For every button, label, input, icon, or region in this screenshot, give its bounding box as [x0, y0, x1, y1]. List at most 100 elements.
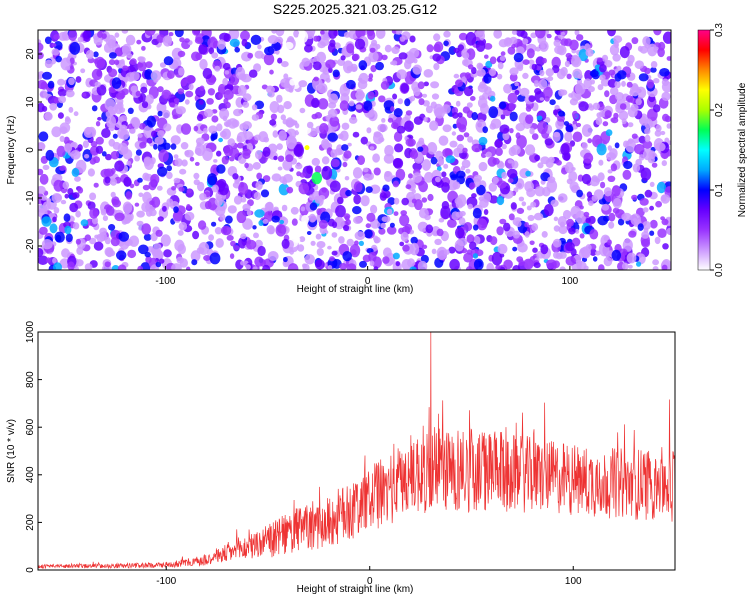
heatmap-cell: [534, 186, 545, 197]
heatmap-cell: [604, 110, 612, 119]
heatmap-cell: [93, 182, 99, 188]
heatmap-cell: [206, 98, 214, 105]
heatmap-cell: [135, 90, 141, 97]
heatmap-cell: [343, 31, 351, 38]
heatmap-cell: [597, 172, 605, 182]
heatmap-cell: [173, 98, 180, 103]
heatmap-cell: [452, 123, 458, 129]
heatmap-cell: [277, 57, 283, 64]
heatmap-cell: [534, 154, 541, 162]
heatmap-cell: [134, 155, 141, 162]
heatmap-cell: [436, 228, 444, 237]
heatmap-cell: [84, 263, 93, 270]
heatmap-cell: [576, 34, 584, 41]
heatmap-cell: [660, 194, 671, 204]
heatmap-cell: [526, 48, 535, 59]
heatmap-cell: [469, 182, 476, 190]
heatmap-cell: [245, 264, 251, 270]
heatmap-cell: [42, 91, 48, 98]
heatmap-cell: [565, 125, 574, 132]
heatmap-cell: [129, 58, 137, 66]
heatmap-cell: [409, 95, 416, 102]
heatmap-cell: [60, 199, 67, 205]
heatmap-cell: [141, 101, 149, 109]
heatmap-cell: [279, 219, 285, 225]
heatmap-cell: [257, 44, 262, 50]
heatmap-cell: [309, 202, 318, 211]
heatmap-cell: [331, 250, 338, 256]
heatmap-cell: [59, 135, 65, 142]
heatmap-cell: [487, 156, 497, 167]
heatmap-cell: [163, 123, 172, 132]
heatmap-cell: [409, 150, 419, 160]
heatmap-cell: [649, 181, 655, 187]
heatmap-cell: [476, 68, 486, 77]
heatmap-cell: [300, 206, 306, 212]
heatmap-cell: [38, 185, 46, 195]
heatmap-cell: [475, 40, 486, 52]
heatmap-cell: [352, 53, 360, 61]
heatmap-cell: [347, 142, 352, 147]
heatmap-cell: [473, 174, 482, 182]
heatmap-cell: [214, 197, 223, 207]
heatmap-cell: [514, 89, 520, 96]
heatmap-cell: [354, 231, 366, 241]
heatmap-cell: [120, 59, 125, 65]
heatmap-cell: [546, 33, 552, 39]
heatmap-cell: [543, 204, 554, 217]
heatmap-cell: [518, 259, 525, 266]
heatmap-cell: [417, 81, 425, 90]
heatmap-cell: [622, 238, 633, 252]
heatmap-cell: [59, 166, 66, 171]
heatmap-cell: [632, 163, 641, 173]
heatmap-cell: [350, 249, 357, 256]
heatmap-cell: [368, 251, 377, 263]
heatmap-cell: [443, 40, 449, 47]
heatmap-cell: [441, 104, 451, 114]
heatmap-cell: [105, 153, 112, 161]
heatmap-cell: [298, 30, 309, 44]
heatmap-cell: [59, 122, 71, 134]
heatmap-cell: [456, 170, 466, 179]
heatmap-cell: [346, 79, 356, 90]
heatmap-cell: [336, 144, 343, 153]
heatmap-cell: [246, 239, 257, 250]
heatmap-cell: [467, 64, 474, 70]
heatmap-cell: [478, 161, 488, 172]
heatmap-x-tick-label: 100: [562, 276, 579, 287]
heatmap-cell: [198, 99, 204, 105]
heatmap-cell: [58, 31, 68, 41]
heatmap-cell: [527, 214, 535, 222]
heatmap-cell: [592, 256, 598, 262]
heatmap-cell: [327, 108, 338, 118]
colorbar-label: Normalized spectral amplitude: [737, 82, 748, 217]
heatmap-cell: [529, 127, 535, 135]
heatmap-cell: [227, 205, 237, 214]
heatmap-cell: [82, 31, 88, 39]
heatmap-cell: [320, 30, 325, 35]
heatmap-cell: [412, 64, 423, 75]
heatmap-cell: [453, 73, 460, 79]
heatmap-cell: [457, 237, 468, 247]
heatmap-cell: [222, 62, 231, 71]
heatmap-cell: [322, 140, 331, 150]
heatmap-cell: [553, 216, 559, 222]
heatmap-cell: [565, 52, 572, 59]
heatmap-cell: [313, 55, 320, 63]
heatmap-cell: [216, 123, 223, 132]
heatmap-cell: [160, 234, 171, 247]
heatmap-cell: [346, 238, 354, 247]
heatmap-cell: [38, 42, 44, 52]
heatmap-cell: [64, 117, 71, 125]
heatmap-cell: [123, 176, 132, 187]
heatmap-cell: [53, 207, 60, 214]
heatmap-cell: [229, 156, 235, 162]
heatmap-cell: [394, 143, 404, 153]
heatmap-cell: [651, 162, 658, 168]
heatmap-cell: [373, 235, 379, 242]
heatmap-cell: [598, 159, 604, 166]
heatmap-cell: [501, 171, 508, 179]
heatmap-cell: [413, 86, 421, 97]
heatmap-cell: [637, 45, 643, 52]
heatmap-cell: [384, 145, 394, 157]
